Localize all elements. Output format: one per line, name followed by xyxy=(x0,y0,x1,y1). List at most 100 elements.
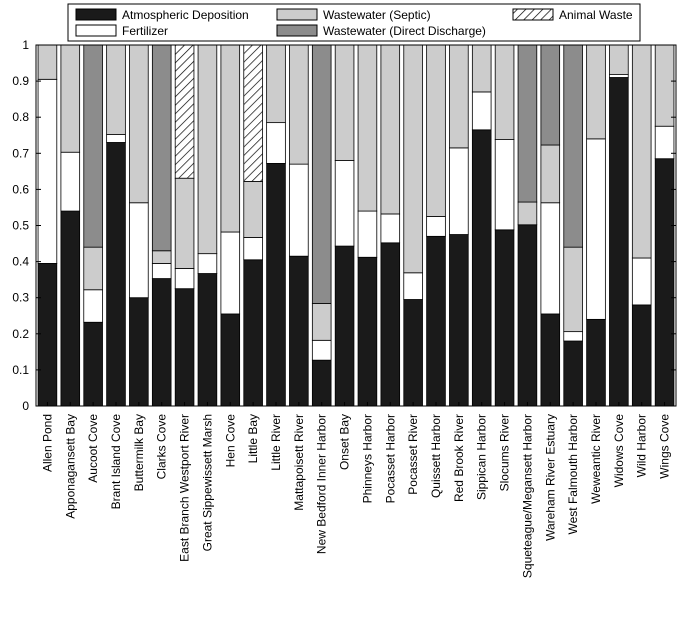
bar-wareham-river-estuary-fertilizer xyxy=(540,202,561,315)
bar-apponagansett-bay-fertilizer xyxy=(60,151,81,212)
bar-sippican-harbor-fertilizer xyxy=(471,91,492,131)
bar-east-branch-westport-river-wastewater-septic xyxy=(174,177,195,269)
x-tick-label-pocasset-harbor: Pocasset Harbor xyxy=(383,414,397,503)
x-tick-label-buttermilk-bay: Buttermilk Bay xyxy=(132,414,146,491)
bar-pocasset-harbor-fertilizer xyxy=(380,213,401,244)
bar-squeteague-megansett-harbor-atmospheric-deposition xyxy=(517,224,538,407)
bar-wareham-river-estuary-wastewater-septic xyxy=(540,144,561,204)
bar-slocums-river-wastewater-septic xyxy=(494,44,515,140)
bar-little-bay-atmospheric-deposition xyxy=(243,259,263,407)
bar-allen-pond-fertilizer xyxy=(37,78,58,264)
bar-new-bedford-inner-harbor-wastewater-septic xyxy=(311,303,332,341)
bar-pocasset-harbor-wastewater-septic xyxy=(380,44,401,215)
bar-widows-cove-wastewater-septic xyxy=(609,44,629,76)
legend-swatch-atmospheric-deposition xyxy=(75,8,117,21)
x-axis: Allen Pond Apponagansett Bay Aucoot Cove Br… xyxy=(40,402,672,578)
y-tick-label: 0.6 xyxy=(12,182,29,196)
bar-buttermilk-bay-atmospheric-deposition xyxy=(129,297,149,407)
y-tick-label: 0.5 xyxy=(12,219,29,233)
bar-mattapoisett-river-fertilizer xyxy=(289,163,309,257)
bar-mattapoisett-river-atmospheric-deposition xyxy=(289,255,309,407)
y-tick-label: 0.3 xyxy=(12,291,29,305)
bar-phinneys-harbor-fertilizer xyxy=(357,210,378,258)
bar-pocasset-river-fertilizer xyxy=(403,272,423,300)
bar-wild-harbor-atmospheric-deposition xyxy=(631,304,652,407)
bar-sippican-harbor-wastewater-septic xyxy=(471,44,492,93)
bar-allen-pond-atmospheric-deposition xyxy=(37,262,58,407)
x-tick-label-apponagansett-bay: Apponagansett Bay xyxy=(63,414,77,519)
bar-wings-cove-wastewater-septic xyxy=(654,44,675,127)
bar-clarks-cove-wastewater-direct-discharge xyxy=(151,44,172,252)
bar-phinneys-harbor-wastewater-septic xyxy=(357,44,378,212)
bar-widows-cove-atmospheric-deposition xyxy=(609,77,629,407)
bar-west-falmouth-harbor-wastewater-direct-discharge xyxy=(563,44,583,248)
bar-onset-bay-fertilizer xyxy=(334,160,355,247)
x-tick-label-allen-pond: Allen Pond xyxy=(40,414,54,472)
x-tick-label-little-bay: Little Bay xyxy=(246,414,260,463)
x-tick-label-wings-cove: Wings Cove xyxy=(658,414,672,479)
legend-swatch-animal-waste xyxy=(512,8,554,21)
bar-weweantic-river-wastewater-septic xyxy=(586,44,606,140)
bar-little-river-wastewater-septic xyxy=(266,44,286,124)
bar-west-falmouth-harbor-atmospheric-deposition xyxy=(563,340,583,407)
bar-pocasset-harbor-atmospheric-deposition xyxy=(380,242,401,407)
x-tick-label-west-falmouth-harbor: West Falmouth Harbor xyxy=(566,414,580,535)
bar-clarks-cove-fertilizer xyxy=(151,262,172,279)
legend-label-wastewater-direct-discharge: Wastewater (Direct Discharge) xyxy=(323,24,486,38)
legend-swatch-fertilizer xyxy=(75,24,117,37)
bar-east-branch-westport-river-atmospheric-deposition xyxy=(174,288,195,407)
bar-little-river-atmospheric-deposition xyxy=(266,163,286,407)
x-tick-label-east-branch-westport-river: East Branch Westport River xyxy=(178,414,192,562)
bar-aucoot-cove-atmospheric-deposition xyxy=(83,321,103,407)
bar-new-bedford-inner-harbor-atmospheric-deposition xyxy=(311,359,332,407)
x-tick-label-squeteague-megansett-harbor: Squeteague/Megansett Harbor xyxy=(520,414,534,578)
legend-label-animal-waste: Animal Waste xyxy=(559,8,633,22)
bar-red-brook-river-wastewater-septic xyxy=(449,44,469,149)
bar-new-bedford-inner-harbor-wastewater-direct-discharge xyxy=(311,44,332,304)
bar-apponagansett-bay-wastewater-septic xyxy=(60,44,81,153)
bar-great-sippewissett-marsh-fertilizer xyxy=(197,253,218,274)
bar-slocums-river-fertilizer xyxy=(494,139,515,231)
bar-aucoot-cove-wastewater-septic xyxy=(83,246,103,291)
x-tick-label-slocums-river: Slocums River xyxy=(498,414,512,491)
bar-weweantic-river-fertilizer xyxy=(586,138,606,320)
bar-weweantic-river-atmospheric-deposition xyxy=(586,318,606,407)
bar-mattapoisett-river-wastewater-septic xyxy=(289,44,309,165)
bar-red-brook-river-fertilizer xyxy=(449,147,469,235)
bar-brant-island-cove-wastewater-septic xyxy=(106,44,126,135)
bar-hen-cove-fertilizer xyxy=(220,231,241,315)
y-axis: 0 0.1 0.2 0.3 0.4 0.5 0.6 0.7 0.8 0.9 1 xyxy=(12,38,676,413)
y-tick-label: 0.4 xyxy=(12,255,29,269)
x-tick-label-hen-cove: Hen Cove xyxy=(223,414,237,468)
bar-wild-harbor-fertilizer xyxy=(631,257,652,306)
legend: Atmospheric Deposition Wastewater (Septic… xyxy=(67,3,641,42)
bar-east-branch-westport-river-fertilizer xyxy=(174,268,195,290)
bar-wareham-river-estuary-wastewater-direct-discharge xyxy=(540,44,561,146)
x-tick-label-red-brook-river: Red Brook River xyxy=(452,414,466,502)
bar-widows-cove-fertilizer xyxy=(609,74,629,78)
bar-pocasset-river-wastewater-septic xyxy=(403,44,423,274)
bar-apponagansett-bay-atmospheric-deposition xyxy=(60,210,81,407)
bar-west-falmouth-harbor-fertilizer xyxy=(563,331,583,342)
bar-quissett-harbor-fertilizer xyxy=(426,216,446,237)
bar-quissett-harbor-atmospheric-deposition xyxy=(426,235,446,407)
x-tick-label-quissett-harbor: Quissett Harbor xyxy=(429,414,443,498)
bar-great-sippewissett-marsh-atmospheric-deposition xyxy=(197,273,218,407)
x-tick-label-widows-cove: Widows Cove xyxy=(612,414,626,488)
bar-squeteague-megansett-harbor-wastewater-septic xyxy=(517,201,538,226)
bar-new-bedford-inner-harbor-fertilizer xyxy=(311,339,332,361)
legend-label-wastewater-septic: Wastewater (Septic) xyxy=(323,8,431,22)
bar-quissett-harbor-wastewater-septic xyxy=(426,44,446,217)
bar-little-bay-wastewater-septic xyxy=(243,181,263,238)
x-tick-label-wareham-river-estuary: Wareham River Estuary xyxy=(543,414,557,541)
x-tick-label-phinneys-harbor: Phinneys Harbor xyxy=(360,414,374,503)
x-tick-label-new-bedford-inner-harbor: New Bedford Inner Harbor xyxy=(315,414,329,554)
bar-squeteague-megansett-harbor-wastewater-direct-discharge xyxy=(517,44,538,203)
x-tick-label-sippican-harbor: Sippican Harbor xyxy=(475,414,489,500)
x-tick-label-wild-harbor: Wild Harbor xyxy=(635,414,649,477)
legend-swatch-wastewater-direct-discharge xyxy=(276,24,318,37)
bar-slocums-river-atmospheric-deposition xyxy=(494,229,515,407)
bar-onset-bay-wastewater-septic xyxy=(334,44,355,161)
y-tick-label: 0.7 xyxy=(12,146,29,160)
bar-red-brook-river-atmospheric-deposition xyxy=(449,234,469,407)
